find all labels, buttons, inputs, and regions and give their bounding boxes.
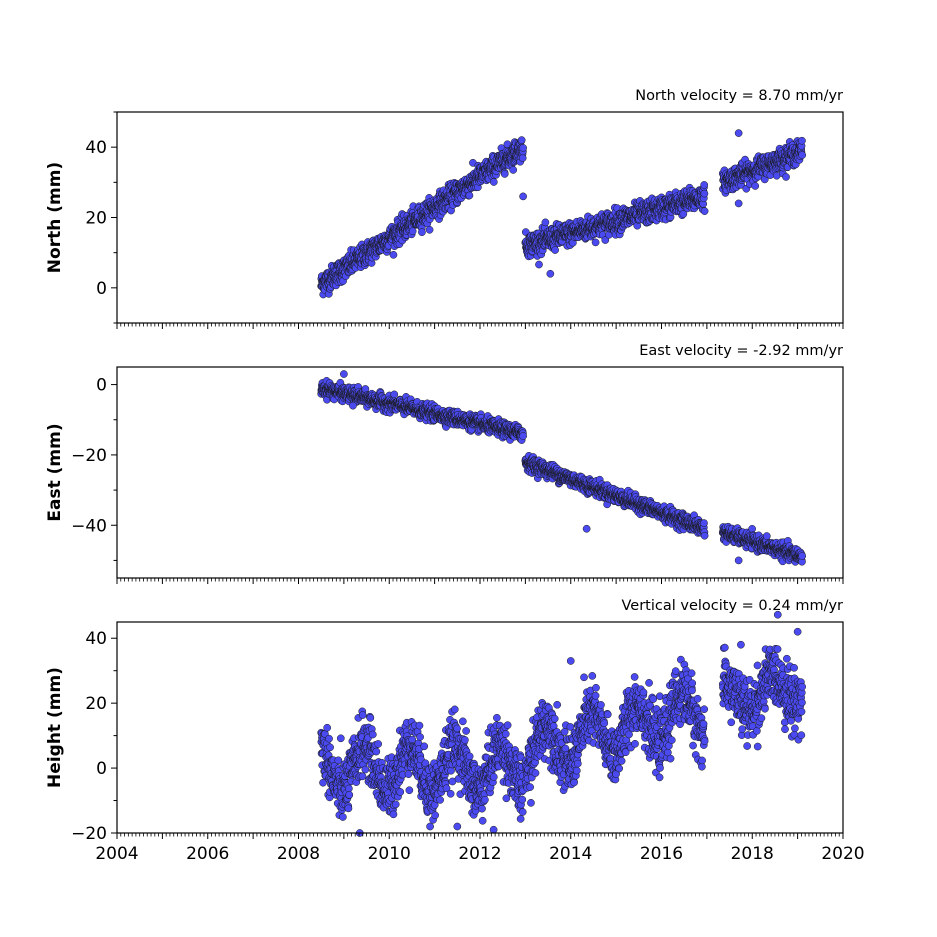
- data-point: [340, 370, 348, 378]
- data-point: [734, 129, 743, 137]
- axes-frame: [116, 366, 844, 579]
- data-point: [323, 723, 332, 732]
- data-point: [509, 166, 518, 174]
- data-point: [798, 151, 807, 159]
- data-point: [408, 227, 417, 236]
- data-point: [551, 246, 559, 254]
- data-point: [518, 154, 527, 162]
- y-tick-label: −40: [71, 516, 107, 536]
- y-tick-label: 40: [85, 138, 107, 158]
- data-point: [339, 813, 347, 821]
- data-point: [389, 250, 398, 259]
- y-tick-label: 0: [96, 376, 107, 396]
- data-point: [425, 225, 434, 234]
- data-point: [541, 218, 550, 227]
- y-tick-label: 20: [85, 209, 107, 229]
- data-point: [798, 136, 806, 145]
- data-point: [489, 178, 498, 186]
- data-point: [734, 199, 743, 208]
- data-point: [517, 136, 526, 144]
- data-point: [700, 519, 708, 527]
- data-point: [390, 390, 399, 399]
- data-point: [700, 531, 709, 540]
- data-point: [519, 192, 527, 201]
- data-point: [734, 556, 743, 565]
- data-point: [798, 552, 807, 560]
- data-point: [465, 191, 474, 200]
- panel-title: North velocity = 8.70 mm/yr: [635, 88, 843, 104]
- y-axis-label: East (mm): [45, 423, 65, 521]
- data-point: [582, 524, 591, 533]
- data-point: [782, 173, 790, 181]
- data-point: [349, 401, 357, 410]
- data-points: [317, 370, 807, 566]
- data-point: [762, 532, 771, 540]
- axes-frame: [116, 111, 844, 324]
- panel-title: East velocity = -2.92 mm/yr: [639, 343, 843, 359]
- data-point: [546, 269, 555, 278]
- panel-2: −40 −20 0 East velocity = -2.92 mm/yr East (…: [45, 343, 844, 584]
- panel-1: 0 20 40 North velocity = 8.70 mm/yr North (m…: [45, 88, 844, 329]
- data-point: [748, 525, 756, 533]
- y-tick-label: 0: [96, 279, 107, 299]
- data-point: [519, 144, 527, 152]
- data-points: [317, 129, 807, 299]
- data-point: [535, 260, 543, 269]
- data-point: [326, 743, 334, 752]
- data-point: [700, 181, 709, 189]
- data-point: [336, 734, 345, 743]
- y-axis-label: North (mm): [45, 162, 65, 273]
- data-point: [751, 182, 760, 190]
- data-point: [519, 432, 527, 440]
- data-point: [700, 207, 709, 215]
- data-point: [325, 734, 333, 743]
- data-point: [591, 238, 600, 247]
- data-point: [500, 170, 509, 178]
- data-points: [317, 610, 807, 837]
- y-tick-label: −20: [71, 446, 107, 466]
- data-point: [700, 189, 709, 198]
- data-point: [418, 228, 426, 237]
